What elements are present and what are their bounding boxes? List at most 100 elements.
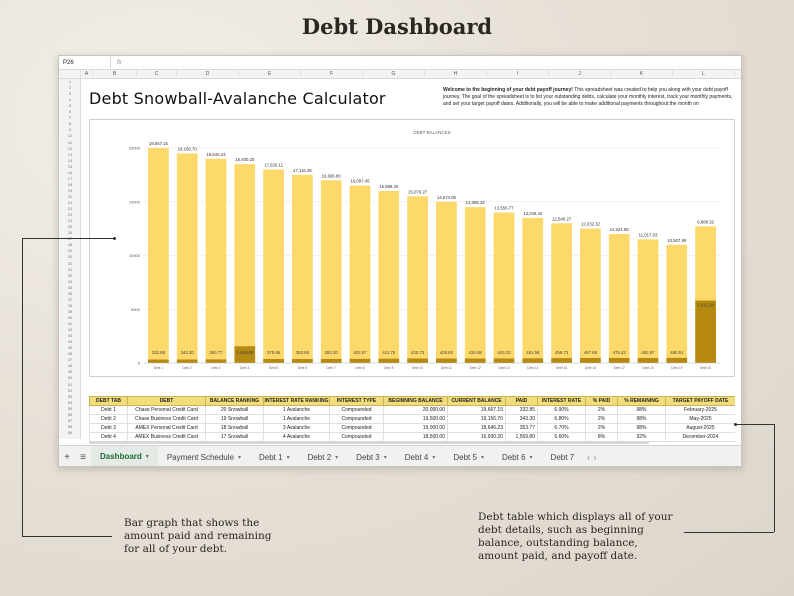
column-header[interactable]: I [487, 70, 549, 79]
row-header[interactable]: 34 [67, 278, 73, 284]
table-cell[interactable]: 19,000.00 [383, 423, 448, 433]
all-sheets-icon[interactable]: ≡ [80, 451, 86, 463]
row-header[interactable]: 15 [67, 163, 73, 169]
table-cell[interactable]: 19 Snowball [205, 414, 264, 424]
row-header[interactable]: 10 [67, 133, 73, 139]
table-cell[interactable]: May-2025 [665, 414, 735, 424]
table-cell[interactable]: Debt 3 [89, 423, 128, 433]
table-row[interactable]: Debt 3 AMEX Personal Credit Card 18 Snowba… [89, 423, 735, 433]
row-header[interactable]: 1 [68, 79, 72, 84]
column-header[interactable]: L [673, 70, 735, 79]
row-header[interactable]: 54 [67, 399, 73, 405]
table-cell[interactable]: Chase Personal Credit Card [127, 405, 206, 415]
tab-prev-icon[interactable]: ‹ [587, 452, 590, 462]
row-header[interactable]: 45 [67, 345, 73, 351]
row-header[interactable]: 35 [67, 284, 73, 290]
column-header[interactable]: A [81, 70, 93, 79]
row-header[interactable]: 42 [67, 327, 73, 333]
table-cell[interactable]: 3 Avalanche [263, 423, 330, 433]
table-header-cell[interactable]: DEBT TAB [89, 396, 128, 406]
chevron-down-icon[interactable]: ▾ [286, 454, 290, 461]
row-header[interactable]: 56 [67, 411, 73, 417]
row-header[interactable]: 13 [67, 151, 73, 157]
tab-next-icon[interactable]: › [593, 452, 597, 462]
table-cell[interactable]: August-2025 [665, 423, 735, 433]
sheet-tab[interactable]: Debt 2 ▾ [299, 446, 348, 467]
sheet-tab[interactable]: Debt 6 ▾ [493, 446, 542, 467]
table-cell[interactable]: 6.90% [537, 405, 586, 415]
row-header[interactable]: 55 [67, 405, 73, 411]
table-header-cell[interactable]: CURRENT BALANCE [447, 396, 506, 406]
chevron-down-icon[interactable]: ▾ [335, 454, 339, 461]
table-header-cell[interactable]: PAID [505, 396, 538, 406]
horizontal-scrollbar[interactable] [89, 441, 649, 444]
table-cell[interactable]: Debt 2 [89, 414, 128, 424]
row-header[interactable]: 5 [68, 103, 72, 109]
table-header-cell[interactable]: % REMAINING [617, 396, 666, 406]
chevron-down-icon[interactable]: ▾ [237, 454, 241, 461]
row-header[interactable]: 43 [67, 333, 73, 339]
sheet-tab[interactable]: Debt 3 ▾ [347, 446, 396, 467]
table-cell[interactable]: 20 Snowball [205, 405, 264, 415]
table-cell[interactable]: 19,500.00 [383, 414, 448, 424]
table-cell[interactable]: 18 Snowball [205, 423, 264, 433]
table-cell[interactable]: 20,000.00 [383, 405, 448, 415]
row-header[interactable]: 36 [67, 290, 73, 296]
sheet-tab[interactable]: Debt 7 [542, 446, 584, 467]
table-cell[interactable]: 98% [617, 405, 666, 415]
row-header[interactable]: 58 [67, 423, 73, 429]
row-header[interactable]: 59 [67, 429, 73, 435]
row-header[interactable]: 24 [67, 218, 73, 224]
column-header[interactable]: B [93, 70, 137, 79]
table-header-cell[interactable]: BEGINNING BALANCE [383, 396, 448, 406]
row-header[interactable]: 29 [67, 248, 73, 254]
table-cell[interactable]: 2% [585, 423, 618, 433]
sheet-tab[interactable]: Debt 5 ▾ [444, 446, 493, 467]
row-header[interactable]: 25 [67, 224, 73, 230]
row-header[interactable]: 26 [67, 230, 73, 236]
row-header[interactable]: 53 [67, 393, 73, 399]
row-header[interactable]: 22 [67, 206, 73, 212]
row-header[interactable]: 16 [67, 169, 73, 175]
table-cell[interactable]: AMEX Personal Credit Card [127, 423, 206, 433]
table-header-cell[interactable]: BALANCE RANKING [205, 396, 264, 406]
row-header[interactable]: 6 [68, 109, 72, 115]
row-header[interactable]: 39 [67, 308, 73, 314]
table-cell[interactable]: December-2024 [665, 432, 735, 442]
table-cell[interactable]: 6.80% [537, 414, 586, 424]
chevron-down-icon[interactable]: ▾ [432, 454, 436, 461]
row-header[interactable]: 9 [68, 127, 72, 133]
row-header[interactable]: 23 [67, 212, 73, 218]
column-header[interactable]: D [177, 70, 239, 79]
row-header[interactable]: 28 [67, 242, 73, 248]
row-header[interactable]: 49 [67, 369, 73, 375]
row-header[interactable]: 20 [67, 193, 73, 199]
table-cell[interactable]: 1 Avalanche [263, 405, 330, 415]
row-header[interactable]: 44 [67, 339, 73, 345]
table-row[interactable]: Debt 2 Chase Business Credit Card 19 Snowb… [89, 414, 735, 424]
row-header[interactable]: 33 [67, 272, 73, 278]
cell-reference-box[interactable]: P26 [59, 56, 111, 69]
table-cell[interactable]: Debt 1 [89, 405, 128, 415]
row-header[interactable]: 57 [67, 417, 73, 423]
row-header[interactable]: 14 [67, 157, 73, 163]
chevron-down-icon[interactable]: ▾ [145, 453, 149, 460]
row-header[interactable]: 2 [68, 85, 72, 91]
row-header[interactable]: 30 [67, 254, 73, 260]
add-sheet-button[interactable]: + [64, 451, 70, 463]
row-header[interactable]: 12 [67, 145, 73, 151]
chevron-down-icon[interactable]: ▾ [529, 454, 533, 461]
table-header-cell[interactable]: INTEREST RATE RANKING [263, 396, 330, 406]
sheet-tab[interactable]: Debt 4 ▾ [396, 446, 445, 467]
table-cell[interactable]: 332.85 [505, 405, 538, 415]
table-cell[interactable]: 343.30 [505, 414, 538, 424]
table-row[interactable]: Debt 1 Chase Personal Credit Card 20 Snowb… [89, 405, 735, 415]
table-cell[interactable]: 98% [617, 423, 666, 433]
row-header[interactable]: 37 [67, 296, 73, 302]
row-header[interactable]: 17 [67, 175, 73, 181]
table-cell[interactable]: 18,646.23 [447, 423, 506, 433]
chevron-down-icon[interactable]: ▾ [383, 454, 387, 461]
table-cell[interactable]: 2% [585, 405, 618, 415]
table-cell[interactable]: Chase Business Credit Card [127, 414, 206, 424]
table-cell[interactable]: 19,156.70 [447, 414, 506, 424]
